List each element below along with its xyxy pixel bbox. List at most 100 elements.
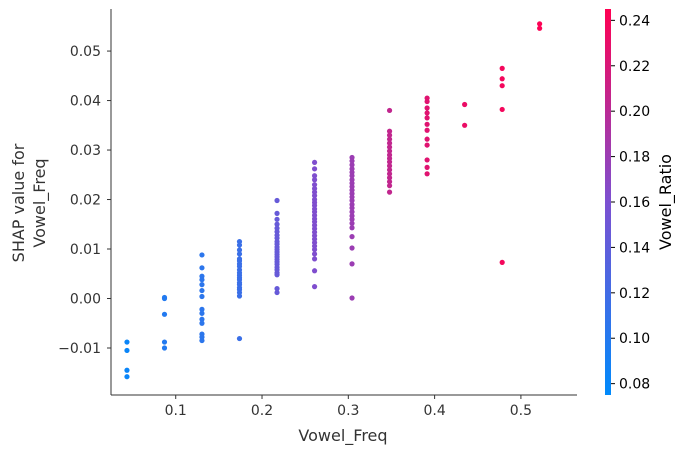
data-point (424, 142, 430, 148)
colorbar-tick-label: 0.12 (619, 286, 650, 302)
data-point (424, 98, 430, 105)
data-point (349, 234, 355, 240)
data-point (349, 261, 355, 267)
colorbar-tick-label: 0.10 (619, 331, 650, 347)
data-point (499, 259, 505, 265)
data-point (499, 76, 505, 82)
colorbar-tick-label: 0.24 (619, 13, 650, 29)
data-point (386, 171, 393, 177)
colorbar-tick-label: 0.14 (619, 240, 650, 256)
data-point (124, 367, 130, 373)
colorbar-tick-label: 0.16 (619, 195, 650, 211)
data-point (386, 128, 393, 134)
data-point (386, 144, 393, 150)
data-point (311, 177, 318, 183)
data-point (424, 157, 430, 163)
y-axis-title-line-2-text: Vowel_Freq (30, 158, 50, 247)
data-point (124, 347, 130, 354)
data-point (386, 167, 393, 173)
data-point (349, 209, 355, 215)
y-tick-label: 0.02 (70, 193, 101, 209)
y-axis-title-line-2: Vowel_Freq (30, 158, 50, 247)
data-point (199, 277, 205, 283)
y-tick-label: 0.01 (70, 242, 101, 258)
data-point (349, 205, 355, 211)
data-point (311, 182, 318, 188)
data-point (537, 25, 543, 31)
data-point (161, 345, 168, 351)
data-point (199, 252, 205, 258)
data-point (274, 197, 280, 204)
data-point (311, 173, 318, 179)
data-point (199, 306, 205, 312)
data-point (311, 159, 318, 166)
data-point (386, 148, 393, 154)
data-point (424, 136, 430, 142)
data-point (311, 166, 318, 172)
y-tick-label: 0.04 (70, 94, 101, 110)
data-point (386, 132, 393, 138)
data-point (311, 251, 318, 257)
data-point (161, 339, 168, 345)
data-point (349, 295, 355, 301)
data-point (274, 221, 280, 227)
data-point (124, 374, 130, 380)
data-point (499, 106, 505, 113)
colorbar-title: Vowel_Ratio (656, 154, 676, 250)
data-point (199, 293, 205, 300)
data-point (349, 216, 355, 222)
data-point (349, 173, 355, 179)
data-point (236, 247, 243, 253)
data-point (124, 339, 130, 345)
y-axis-ticks: −0.01 0.00 0.01 0.02 0.03 0.04 0.05 (58, 44, 111, 357)
data-point (349, 225, 355, 231)
data-point (462, 122, 468, 128)
data-point (424, 171, 430, 177)
data-point (199, 310, 205, 316)
data-point (274, 289, 280, 296)
data-point (349, 245, 355, 251)
colorbar: 0.08 0.10 0.12 0.14 0.16 0.18 0.20 0.22 0.24 Vow… (605, 9, 676, 395)
x-tick-label: 0.4 (423, 403, 445, 419)
data-point (424, 121, 430, 127)
y-axis-title: SHAP value for (9, 143, 28, 262)
data-point (311, 284, 318, 290)
data-point (199, 337, 205, 344)
data-point (161, 295, 168, 302)
data-point (274, 272, 280, 278)
data-point (236, 335, 243, 342)
data-point (236, 242, 243, 248)
data-point (386, 159, 393, 165)
data-point (462, 101, 468, 108)
data-point (386, 183, 393, 189)
data-point (499, 65, 505, 71)
data-point (199, 316, 205, 322)
x-tick-label: 0.5 (510, 403, 532, 419)
x-axis-title: Vowel_Freq (298, 426, 387, 446)
data-point (386, 175, 393, 181)
colorbar-ticks: 0.08 0.10 0.12 0.14 0.16 0.18 0.20 0.22 0.24 (611, 13, 650, 393)
data-point (199, 287, 205, 294)
data-point (311, 192, 318, 199)
data-point (424, 115, 430, 121)
data-point (161, 311, 168, 317)
data-point (499, 83, 505, 89)
data-point (199, 320, 205, 326)
data-point (274, 286, 280, 292)
y-tick-label: 0.00 (70, 292, 101, 308)
data-point (349, 158, 355, 164)
data-point (424, 105, 430, 111)
colorbar-tick-label: 0.08 (619, 377, 650, 393)
y-tick-label: −0.01 (58, 341, 101, 357)
data-point (386, 136, 393, 142)
data-point (537, 21, 543, 27)
data-point (311, 246, 318, 253)
data-point (386, 179, 393, 185)
x-axis-ticks: 0.1 0.2 0.3 0.4 0.5 (165, 395, 532, 419)
data-point (274, 216, 280, 222)
data-point (311, 256, 318, 262)
colorbar-tick-label: 0.22 (619, 59, 650, 75)
data-point (424, 164, 430, 170)
y-tick-label: 0.03 (70, 143, 101, 159)
